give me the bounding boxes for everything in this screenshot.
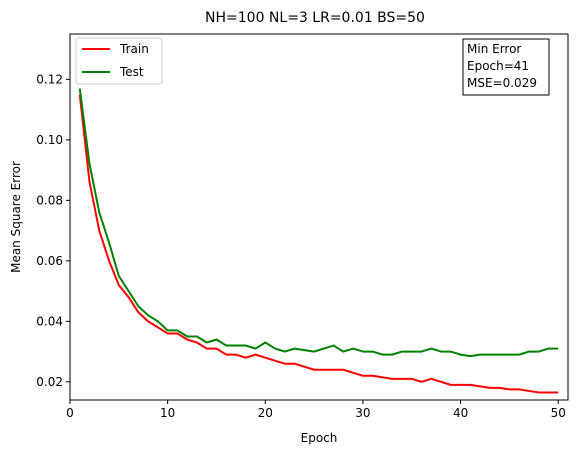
- series-layer: [78, 88, 559, 394]
- chart-title: NH=100 NL=3 LR=0.01 BS=50: [205, 10, 425, 26]
- y-tick-label: 0.08: [36, 193, 63, 207]
- x-tick-label: 40: [453, 406, 468, 420]
- x-tick-label: 30: [355, 406, 370, 420]
- y-tick-label: 0.06: [36, 254, 63, 268]
- plot-area: [69, 33, 569, 401]
- y-tick-label: 0.04: [36, 314, 63, 328]
- legend-box: [75, 37, 163, 85]
- y-tick-label: 0.12: [36, 72, 63, 86]
- legend-train-label: Train: [119, 42, 149, 56]
- x-axis-label: Epoch: [301, 431, 338, 445]
- x-tick-label: 0: [66, 406, 74, 420]
- legend-test-label: Test: [119, 65, 144, 79]
- annotation-line-2: Epoch=41: [467, 59, 529, 73]
- y-tick-label: 0.10: [36, 133, 63, 147]
- legend: Train Test: [75, 37, 163, 85]
- y-tick-label: 0.02: [36, 375, 63, 389]
- y-axis-label: Mean Square Error: [9, 161, 23, 273]
- annotation-line-1: Min Error: [467, 42, 521, 56]
- series-line-test: [78, 88, 559, 358]
- x-tick-label: 20: [258, 406, 273, 420]
- y-axis: 0.02 0.04 0.06 0.08 0.10 0.12: [36, 72, 70, 389]
- plot-frame: [69, 33, 569, 401]
- min-error-annotation: Min Error Epoch=41 MSE=0.029: [462, 38, 550, 96]
- annotation-box: [462, 38, 550, 96]
- x-tick-label: 50: [551, 406, 566, 420]
- annotation-line-3: MSE=0.029: [467, 76, 537, 90]
- series-line-train: [78, 94, 559, 394]
- x-tick-label: 10: [160, 406, 175, 420]
- x-axis: 0 10 20 30 40 50: [66, 400, 566, 420]
